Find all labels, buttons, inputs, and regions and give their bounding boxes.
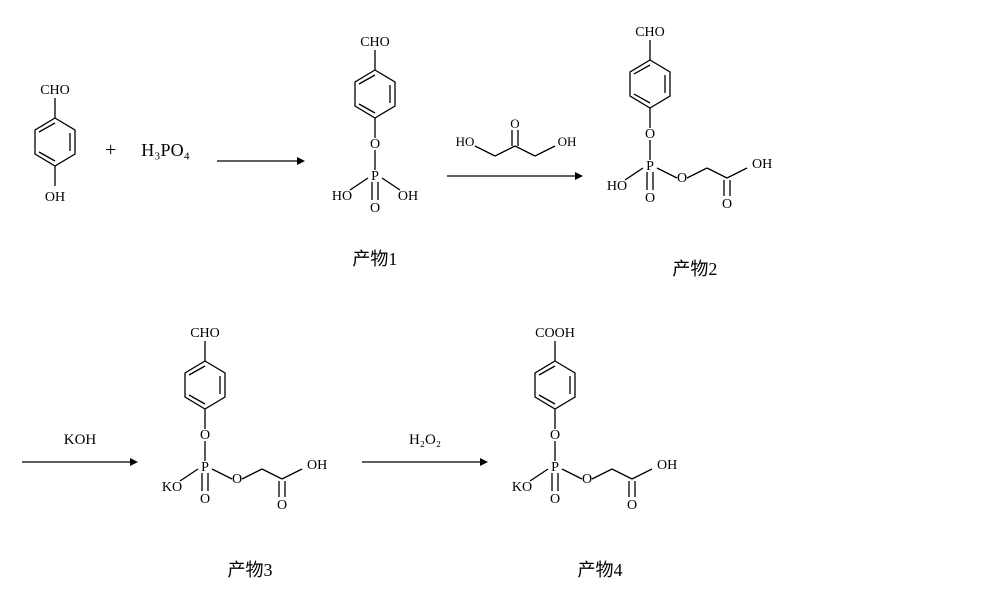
atom-ko: KO [162,480,182,495]
atom-ho: HO [455,134,474,149]
atom-cho: CHO [635,25,665,40]
atom-p: P [201,460,209,475]
atom-o4: O [722,197,732,212]
atom-cho: CHO [360,35,390,50]
atom-oh: OH [45,190,65,205]
atom-p: P [646,159,654,174]
atom-p: P [371,169,379,184]
atom-o2: O [645,191,655,206]
atom-o2: O [550,492,560,507]
mol-product-2: CHO O P HO O O O OH 产物2 [600,20,790,281]
arrow-4-svg [360,452,490,472]
atom-o: O [370,137,380,152]
atom-ho: HO [332,189,352,204]
atom-o3: O [677,171,687,186]
atom-cooh: COOH [535,326,575,341]
arrow-4: H₂O₂ [360,432,490,472]
arrow-1-svg [215,151,305,171]
atom-o2: O [370,201,380,216]
arrow-3-svg [20,452,140,472]
reagent-h3po4: H₃PO₄ [141,140,190,161]
caption-product-2: 产物2 [672,255,717,281]
arrow-4-top: H₂O₂ [409,432,441,450]
atom-o4: O [277,498,287,513]
arrow-1 [215,131,305,171]
arrow-2-svg [445,166,585,186]
atom-oh-end: OH [307,458,327,473]
reaction-row-1: CHO OH + H₃PO₄ [10,20,990,281]
caption-product-1: 产物1 [352,245,397,271]
atom-ho: HO [607,179,627,194]
plus-sign: + [105,139,116,162]
atom-o2: O [200,492,210,507]
atom-oh-end: OH [752,157,772,172]
atom-ko: KO [512,480,532,495]
atom-o3: O [582,472,592,487]
atom-o3: O [232,472,242,487]
reaction-row-2: KOH [10,321,990,582]
atom-oh: OH [398,189,418,204]
arrow-3: KOH [20,432,140,472]
mol-product-3: CHO O P KO O O O OH 产物3 [155,321,345,582]
atom-cho: CHO [40,83,70,98]
atom-o: O [510,116,519,131]
mol-product-1: CHO O P HO OH O 产物1 [320,30,430,271]
atom-o: O [200,428,210,443]
svg-dihydroxyacetone: HO OH O [445,116,585,171]
caption-product-4: 产物4 [578,556,623,582]
atom-cho: CHO [190,326,220,341]
atom-oh: OH [557,134,576,149]
atom-oh-end: OH [657,458,677,473]
caption-product-3: 产物3 [228,556,273,582]
arrow-2: HO OH O [445,116,585,186]
mol-starting-phenol: CHO OH [20,76,90,226]
mol-product-4: COOH O P KO O O O OH 产物4 [505,321,695,582]
arrow-3-top: KOH [64,432,97,450]
svg-starting-phenol: CHO OH [20,76,90,226]
atom-o: O [645,127,655,142]
atom-p: P [551,460,559,475]
atom-o: O [550,428,560,443]
atom-o4: O [627,498,637,513]
